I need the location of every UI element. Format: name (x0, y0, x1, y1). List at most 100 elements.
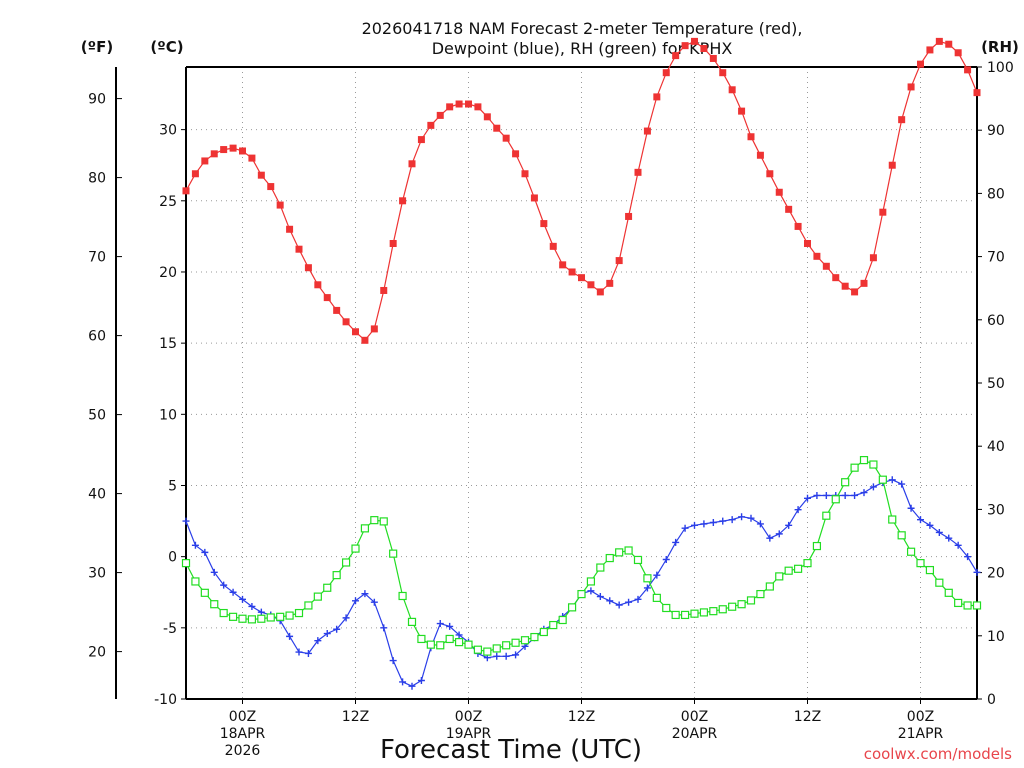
time-tick-label: 18APR (220, 726, 266, 742)
dewpoint-point (323, 630, 331, 638)
rh-point (859, 456, 869, 465)
rh-tick-label: 10 (987, 629, 1005, 645)
dewpoint-point (907, 504, 915, 512)
rh-point (426, 640, 435, 649)
rh-point (680, 610, 690, 620)
temperature-point (879, 208, 887, 216)
temperature-point (257, 171, 265, 179)
rh-point (558, 615, 567, 625)
dewpoint-point (399, 678, 407, 686)
dewpoint-point (389, 657, 397, 665)
dewpoint-point (493, 652, 501, 660)
dewpoint-point (653, 571, 661, 579)
rh-point (351, 544, 360, 553)
temperature-point (596, 288, 604, 296)
rh-point (407, 617, 417, 626)
rh-point (276, 612, 285, 621)
temperature-point (549, 242, 557, 250)
rh-point (709, 607, 718, 616)
celsius-tick-label: 25 (159, 194, 177, 210)
rh-point (586, 577, 596, 586)
temperature-point (615, 257, 623, 265)
temperature-point (267, 183, 275, 191)
temperature-point (361, 336, 369, 344)
temperature-point (333, 306, 341, 314)
rh-tick-label: 20 (987, 566, 1005, 582)
fahrenheit-tick-label: 20 (88, 645, 106, 661)
temperature-point (417, 136, 425, 144)
rh-point (605, 553, 614, 563)
temperature-point (813, 252, 821, 260)
celsius-tick-label: -5 (163, 621, 177, 637)
temperature-point (276, 201, 284, 209)
rh-point (615, 548, 624, 557)
temperature-point (662, 69, 670, 77)
dewpoint-point (596, 593, 604, 601)
fahrenheit-axis-label: (ºF) (81, 38, 113, 56)
temperature-point (700, 44, 708, 52)
temperature-point (587, 281, 595, 289)
dewpoint-point (587, 587, 595, 595)
fahrenheit-tick-label: 90 (88, 92, 106, 108)
temperature-point (399, 197, 407, 205)
dewpoint-point (239, 595, 246, 603)
temperature-point (578, 274, 585, 282)
dewpoint-point (728, 516, 736, 524)
dewpoint-point (917, 516, 924, 524)
rh-point (793, 564, 803, 573)
rh-point (247, 615, 257, 624)
temperature-point (352, 328, 359, 336)
dewpoint-point (785, 521, 793, 529)
temperature-point (304, 264, 312, 272)
temperature-point (672, 52, 680, 60)
rh-point (530, 632, 539, 642)
chart-title-line-2: Dewpoint (blue), RH (green) for KPHX (432, 39, 733, 58)
celsius-tick-label: 30 (159, 123, 177, 139)
dewpoint-point (964, 553, 972, 561)
time-tick-label: 00Z (907, 709, 934, 725)
rh-point (718, 605, 727, 614)
rh-tick-label: 40 (987, 439, 1005, 455)
temperature-point (521, 170, 529, 178)
rh-tick-label: 80 (987, 186, 1005, 202)
temperature-point (634, 168, 642, 176)
dewpoint-point (643, 584, 651, 592)
rh-point (841, 478, 850, 487)
dewpoint-point (182, 517, 190, 525)
rh-point (219, 608, 228, 618)
rh-point (624, 546, 633, 555)
dewpoint-point (512, 651, 520, 659)
temperature-point (851, 288, 859, 296)
rh-point (775, 572, 784, 581)
temperature-point (907, 83, 915, 91)
rh-point (294, 608, 304, 618)
rh-point (266, 613, 275, 622)
time-tick-label: 12Z (794, 709, 821, 725)
temperature-point (323, 294, 331, 302)
temperature-point (191, 170, 199, 178)
temperature-point (738, 107, 746, 115)
temperature-point (502, 134, 510, 142)
data-series (181, 37, 982, 690)
rh-point (520, 636, 530, 645)
temperature-point (559, 261, 567, 269)
rh-point (577, 589, 586, 599)
celsius-tick-label: 10 (159, 407, 177, 423)
dewpoint-point (342, 614, 350, 622)
credit-link[interactable]: coolwx.com/models (864, 745, 1012, 763)
temperature-point (248, 154, 256, 162)
rh-point (567, 603, 577, 612)
rh-point (737, 600, 746, 609)
temperature-point (465, 100, 472, 108)
dewpoint-point (888, 476, 896, 484)
rh-point (925, 565, 935, 575)
rh-point (765, 582, 774, 591)
temperature-point (210, 150, 218, 158)
fahrenheit-tick-label: 40 (88, 487, 106, 503)
dewpoint-point (257, 608, 265, 616)
temperature-point (512, 150, 520, 158)
rh-point (812, 541, 822, 551)
temperature-point (568, 268, 576, 276)
dewpoint-point (700, 520, 708, 528)
temperature-point (229, 144, 237, 152)
